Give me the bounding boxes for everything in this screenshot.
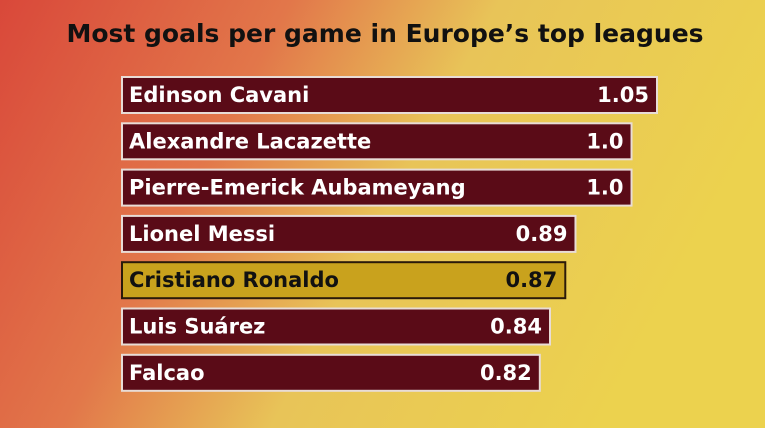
bar-label: Cristiano Ronaldo <box>129 268 339 292</box>
bar <box>121 353 541 392</box>
bar-label: Pierre-Emerick Aubameyang <box>129 176 466 200</box>
bar-label: Luis Suárez <box>129 315 265 339</box>
bar <box>121 76 658 114</box>
bar-label: Falcao <box>129 361 205 385</box>
bar <box>121 307 551 346</box>
bar-label: Edinson Cavani <box>129 83 309 107</box>
bar-label: Alexandre Lacazette <box>129 129 371 153</box>
value-label: 1.05 <box>597 83 649 107</box>
bar <box>121 122 633 161</box>
bar <box>121 261 567 300</box>
value-label: 1.0 <box>586 129 623 153</box>
value-label: 0.84 <box>490 315 542 339</box>
value-label: 0.82 <box>480 361 532 385</box>
value-label: 0.87 <box>505 268 557 292</box>
value-label: 0.89 <box>516 222 568 246</box>
bar-label: Lionel Messi <box>129 222 275 246</box>
bar <box>121 168 633 207</box>
value-label: 1.0 <box>586 176 623 200</box>
chart-title: Most goals per game in Europe’s top leag… <box>66 19 703 48</box>
bar <box>121 214 577 253</box>
